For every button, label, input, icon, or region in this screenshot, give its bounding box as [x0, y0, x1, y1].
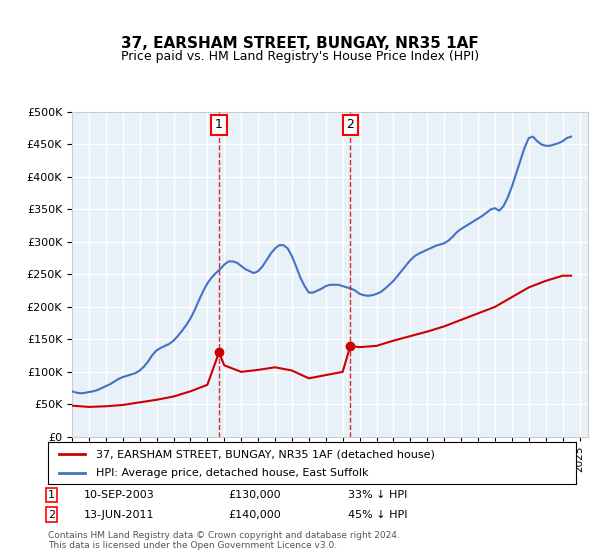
Text: Price paid vs. HM Land Registry's House Price Index (HPI): Price paid vs. HM Land Registry's House …	[121, 50, 479, 63]
Text: 1: 1	[48, 490, 55, 500]
Text: 33% ↓ HPI: 33% ↓ HPI	[348, 490, 407, 500]
Text: 45% ↓ HPI: 45% ↓ HPI	[348, 510, 407, 520]
Text: 2: 2	[346, 119, 354, 132]
Text: 37, EARSHAM STREET, BUNGAY, NR35 1AF: 37, EARSHAM STREET, BUNGAY, NR35 1AF	[121, 36, 479, 52]
Text: 1: 1	[215, 119, 223, 132]
Text: 37, EARSHAM STREET, BUNGAY, NR35 1AF (detached house): 37, EARSHAM STREET, BUNGAY, NR35 1AF (de…	[95, 449, 434, 459]
Text: 2: 2	[48, 510, 55, 520]
Text: 13-JUN-2011: 13-JUN-2011	[84, 510, 155, 520]
Text: Contains HM Land Registry data © Crown copyright and database right 2024.
This d: Contains HM Land Registry data © Crown c…	[48, 531, 400, 550]
Text: HPI: Average price, detached house, East Suffolk: HPI: Average price, detached house, East…	[95, 468, 368, 478]
Text: £130,000: £130,000	[228, 490, 281, 500]
Text: £140,000: £140,000	[228, 510, 281, 520]
Text: 10-SEP-2003: 10-SEP-2003	[84, 490, 155, 500]
